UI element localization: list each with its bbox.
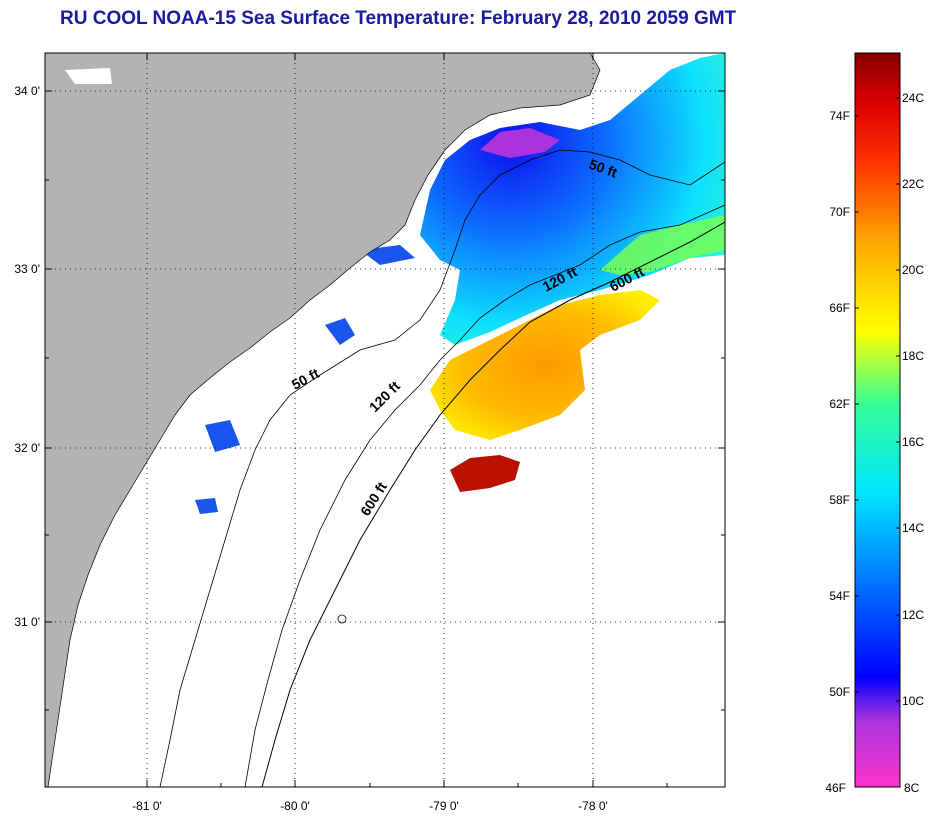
colorbar-c-label: 14C — [902, 521, 924, 535]
colorbar-f-label: 66F — [829, 301, 850, 315]
contour-120ft — [244, 204, 725, 787]
lon-label: -79 0' — [429, 799, 459, 813]
colorbar-f-label: 70F — [829, 205, 850, 219]
colorbar-c-label: 20C — [902, 263, 924, 277]
colorbar-c-label: 10C — [902, 694, 924, 708]
sst-purple-cold-patch — [480, 128, 560, 158]
page-title: RU COOL NOAA-15 Sea Surface Temperature:… — [60, 8, 737, 29]
colorbar-f-label: 50F — [829, 685, 850, 699]
lon-label: -78 0' — [578, 799, 608, 813]
colorbar-f-label: 46F — [825, 781, 846, 795]
lat-label: 34 0' — [14, 84, 40, 98]
graticule-grid — [45, 53, 725, 787]
colorbar-f-label: 74F — [829, 109, 850, 123]
colorbar-c-label: 22C — [902, 177, 924, 191]
lat-label: 32 0' — [14, 441, 40, 455]
colorbar — [854, 52, 901, 788]
land-white-speck — [65, 68, 112, 84]
colorbar-f-label: 62F — [829, 397, 850, 411]
colorbar-c-label: 18C — [902, 349, 924, 363]
lat-label: 31 0' — [14, 615, 40, 629]
colorbar-c-label: 8C — [904, 781, 920, 795]
colorbar-c-label: 12C — [902, 608, 924, 622]
colorbar-f-label: 58F — [829, 493, 850, 507]
colorbar-c-label: 24C — [902, 91, 924, 105]
colorbar-ticks — [855, 97, 900, 702]
colorbar-f-label: 54F — [829, 589, 850, 603]
lat-label: 33 0' — [14, 262, 40, 276]
land-coastline-carolinas-georgia — [45, 53, 601, 787]
sst-green-transition — [600, 215, 725, 275]
contour-50ft — [159, 149, 725, 787]
colorbar-c-label: 16C — [902, 435, 924, 449]
seamount-contour — [337, 614, 347, 624]
sst-warm-gulfstream-water — [430, 290, 660, 440]
axis-ticks — [45, 53, 725, 787]
lon-label: -81 0' — [132, 799, 162, 813]
sst-red-warm-patch — [450, 455, 520, 492]
contour-600ft — [261, 221, 725, 787]
map-frame — [44, 52, 726, 788]
lon-label: -80 0' — [280, 799, 310, 813]
